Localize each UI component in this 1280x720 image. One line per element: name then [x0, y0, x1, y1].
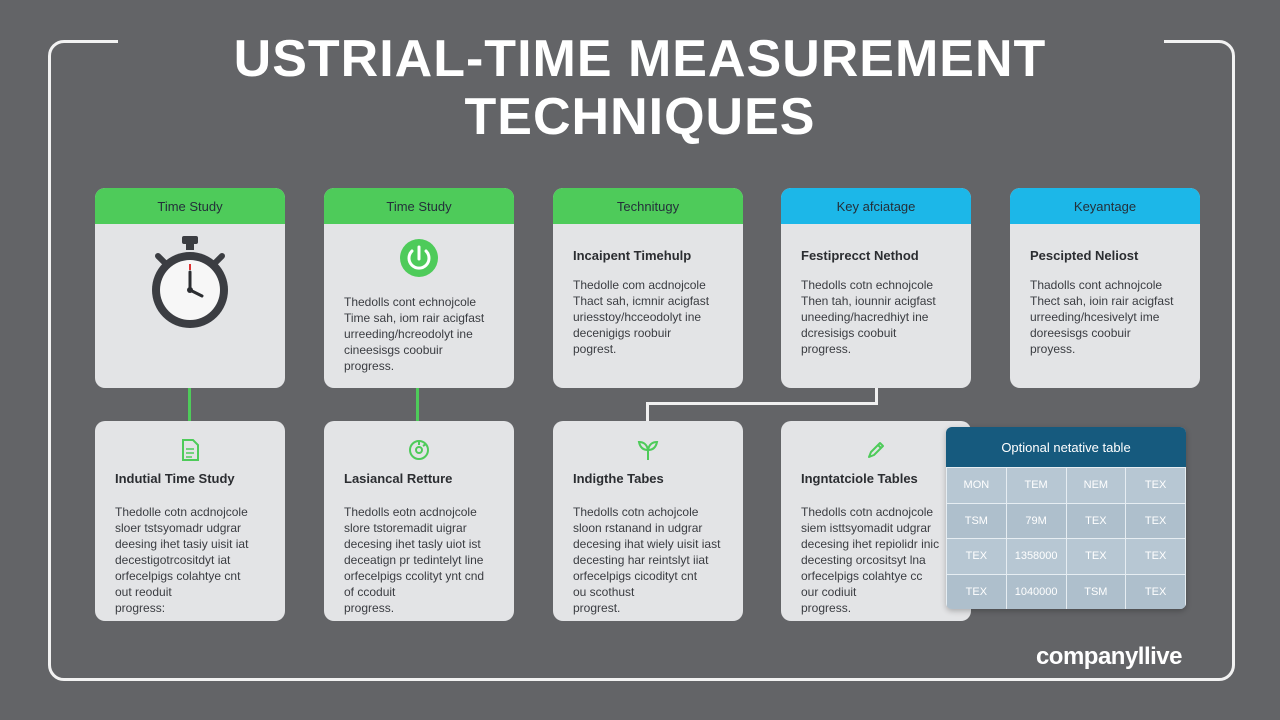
card-header: Time Study [95, 188, 285, 224]
table-title: Optional netative table [946, 427, 1186, 467]
optional-table: Optional netative table MON TEM NEM TEX … [946, 427, 1186, 609]
card-subtitle: Lasiancal Retture [344, 471, 453, 486]
top-card-1: Time Study [95, 188, 285, 388]
bottom-card-4: Ingntatciole Tables Thedolls cotn acdnoj… [781, 421, 971, 621]
table-cell: TEX [1125, 502, 1186, 539]
bottom-card-1: Indutial Time Study Thedolle cotn acdnoj… [95, 421, 285, 621]
card-subtitle: Ingntatciole Tables [801, 471, 918, 486]
card-subtitle: Pescipted Neliost [1030, 248, 1139, 263]
title-line-1: USTRIAL-TIME MEASUREMENT [233, 30, 1047, 88]
plant-icon [553, 433, 743, 467]
connector-3-vertical-b [646, 402, 649, 422]
table-cell: 1040000 [1005, 573, 1067, 609]
top-card-3: Technitugy Incaipent Timehulp Thedolle c… [553, 188, 743, 388]
card-header: Time Study [324, 188, 514, 224]
table-cell: TEX [1125, 467, 1186, 504]
table-row: MON TEM NEM TEX [946, 467, 1186, 504]
connector-2 [416, 388, 419, 421]
connector-1 [188, 388, 191, 421]
card-body: Thedolls cotn achojcole sloon rstanand i… [573, 505, 721, 615]
card-header: Keyantage [1010, 188, 1200, 224]
table-cell: MON [946, 467, 1007, 504]
card-body: Thedolls cont echnojcole Time sah, iom r… [344, 295, 485, 373]
table-cell: TSM [1065, 573, 1127, 609]
stopwatch-icon [95, 234, 285, 330]
card-body: Thedolle cotn acdnojcole sloer tstsyomad… [115, 505, 249, 615]
table-cell: TEX [1065, 538, 1127, 575]
top-card-2: Time Study Thedolls cont echnojcole Time… [324, 188, 514, 388]
table-cell: TEM [1005, 467, 1067, 504]
card-subtitle: Incaipent Timehulp [573, 248, 692, 263]
table-cell: 1358000 [1005, 538, 1067, 575]
table-row: TEX 1358000 TEX TEX [946, 538, 1186, 575]
frame-title-gap [118, 34, 1164, 48]
card-body: Thedolls cotn echnojcole Then tah, iounn… [801, 278, 936, 356]
pencil-icon [781, 433, 971, 467]
card-subtitle: Indutial Time Study [115, 471, 235, 486]
table-row: TEX 1040000 TSM TEX [946, 573, 1186, 609]
document-icon [95, 433, 285, 467]
bottom-card-2: Lasiancal Retture Thedolls eotn acdnojco… [324, 421, 514, 621]
table-row: TSM 79M TEX TEX [946, 502, 1186, 539]
card-body: Thedolls cotn acdnojcole siem isttsyomad… [801, 505, 940, 615]
connector-3-horizontal [646, 402, 878, 405]
connector-3-vertical-a [875, 388, 878, 404]
table-cell: TSM [946, 502, 1007, 539]
table-cell: TEX [1125, 573, 1186, 609]
top-card-5: Keyantage Pescipted Neliost Thadolls con… [1010, 188, 1200, 388]
card-body: Thedolle com acdnojcole Thact sah, icmni… [573, 278, 710, 356]
brand-logo: companyllive [1035, 643, 1183, 670]
title-line-2: TECHNIQUES [464, 88, 816, 146]
power-icon [324, 234, 514, 282]
table-cell: TEX [946, 538, 1007, 575]
top-card-4: Key afciatage Festiprecct Nethod Thedoll… [781, 188, 971, 388]
data-table: MON TEM NEM TEX TSM 79M TEX TEX TEX 1358… [946, 467, 1186, 609]
table-cell: TEX [1065, 502, 1127, 539]
table-cell: NEM [1065, 467, 1127, 504]
bottom-card-3: Indigthe Tabes Thedolls cotn achojcole s… [553, 421, 743, 621]
gear-icon [324, 433, 514, 467]
card-body: Thedolls eotn acdnojcole slore tstoremad… [344, 505, 485, 615]
table-cell: TEX [946, 573, 1007, 609]
card-body: Thadolls cont achnojcole Thect sah, ioin… [1030, 278, 1174, 356]
card-header: Technitugy [553, 188, 743, 224]
page-title: USTRIAL-TIME MEASUREMENT TECHNIQUES [140, 30, 1140, 146]
card-header: Key afciatage [781, 188, 971, 224]
table-cell: TEX [1125, 538, 1186, 575]
table-cell: 79M [1005, 502, 1067, 539]
card-subtitle: Indigthe Tabes [573, 471, 664, 486]
card-subtitle: Festiprecct Nethod [801, 248, 919, 263]
